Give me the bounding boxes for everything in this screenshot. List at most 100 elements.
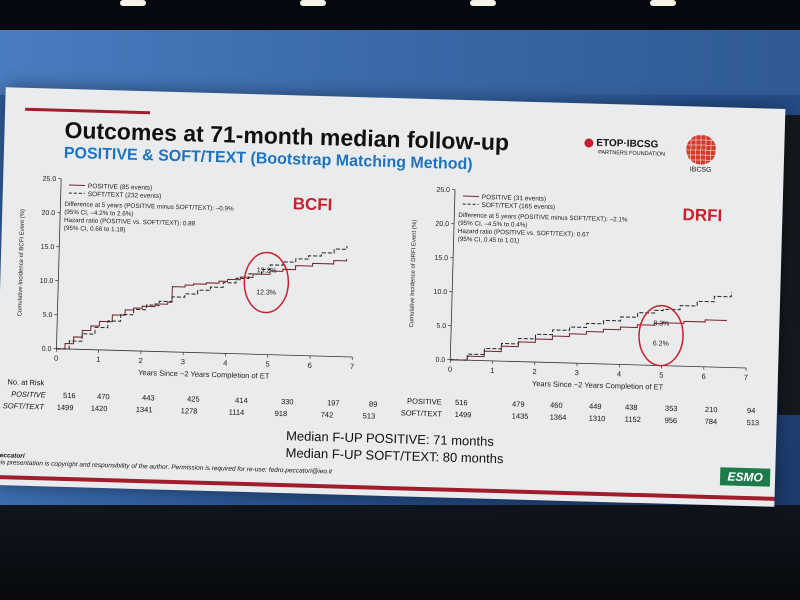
x-tick-label: 4 <box>617 369 621 378</box>
risk-cell: 89 <box>368 399 378 409</box>
x-tick-label: 5 <box>265 360 269 369</box>
x-tick-label: 0 <box>54 354 58 363</box>
risk-cell: 438 <box>624 402 638 412</box>
risk-cell: 1499 <box>56 402 74 413</box>
bcfi-chart-svg: 0.0 5.0 10.0 15.0 20.0 25.0 0 1 2 3 4 5 6 7 Years Sinc… <box>17 176 354 381</box>
risk-cell: 516 <box>62 390 76 401</box>
drfi-chart: 0.0 5.0 10.0 15.0 20.0 25.0 0 1 2 3 4 5 6 7 Years Sinc… <box>399 178 775 403</box>
annotation-text: (95% CI, 0.66 to 1.18) <box>64 225 126 234</box>
risk-cell: 1499 <box>454 409 472 420</box>
y-axis-label: Cumulative Incidence of BCFI Event (%) <box>17 209 26 317</box>
highlight-ellipse <box>638 304 684 367</box>
risk-cell: 1310 <box>588 413 606 424</box>
y-tick-label: 5.0 <box>436 323 446 330</box>
chart-title: DRFI <box>682 205 722 225</box>
risk-cell: 1420 <box>90 403 108 414</box>
risk-cell: 1435 <box>511 411 529 421</box>
risk-cell: 443 <box>141 393 155 403</box>
y-tick-label: 20.0 <box>41 210 55 217</box>
risk-cell: 197 <box>326 398 340 408</box>
etop-logo: ETOP·IBCSG PARTNERS FOUNDATION <box>584 137 666 158</box>
callout-value: 8.3% <box>653 320 669 327</box>
series-line-positive <box>450 319 727 361</box>
risk-right-positive-label: POSITIVE <box>406 396 442 407</box>
risk-cell: 479 <box>511 399 525 409</box>
y-tick-label: 15.0 <box>41 244 55 251</box>
x-axis <box>450 359 747 369</box>
x-tick-label: 0 <box>448 365 452 374</box>
ceiling <box>0 0 800 30</box>
risk-cell: 1152 <box>624 414 641 425</box>
risk-cell: 94 <box>746 406 756 416</box>
risk-cell: 513 <box>746 418 760 428</box>
callout-value: 6.2% <box>653 340 669 347</box>
chart-title: BCFI <box>292 194 332 214</box>
callout-value: 13.2% <box>257 267 277 275</box>
risk-header: No. at Risk <box>7 377 45 388</box>
risk-cell: 353 <box>664 403 678 414</box>
legend-entry: POSITIVE (31 events) <box>482 194 546 203</box>
ibcsg-logo: IBCSG <box>682 134 721 174</box>
risk-left-positive-label: POSITIVE <box>11 389 46 400</box>
risk-cell: 460 <box>549 400 563 410</box>
ceiling-light <box>120 0 146 6</box>
risk-cell: 742 <box>320 410 334 420</box>
etop-logo-icon <box>584 138 594 148</box>
risk-cell: 1114 <box>228 407 245 417</box>
stage-wall-strip <box>0 30 800 95</box>
y-tick-label: 0.0 <box>42 346 52 353</box>
annotation-text: Hazard ratio (POSITIVE vs. SOFT/TEXT): 0… <box>458 228 590 239</box>
x-tick-label: 7 <box>350 362 354 371</box>
annotation-text: Difference at 5 years (POSITIVE minus SO… <box>458 212 628 224</box>
x-tick-label: 1 <box>96 355 100 364</box>
annotation-text: (95% CI, 0.45 to 1.01) <box>458 236 520 245</box>
x-tick-label: 6 <box>701 372 705 381</box>
etop-logo-subtext: PARTNERS FOUNDATION <box>598 149 666 158</box>
side-panel <box>778 115 800 415</box>
y-tick-label: 20.0 <box>435 221 449 228</box>
stage-floor <box>0 505 800 600</box>
esmo-logo: ESMO <box>719 467 771 487</box>
risk-left-softtext-label: SOFT/TEXT <box>2 401 45 412</box>
x-tick-label: 1 <box>490 366 494 375</box>
x-axis-label: Years Since ~2 Years Completion of ET <box>138 368 270 381</box>
x-axis <box>56 348 353 358</box>
y-tick-label: 0.0 <box>435 357 445 364</box>
annotation-text: (95% CI, –4.5% to 0.4%) <box>458 220 527 229</box>
legend-entry: SOFT/TEXT (165 events) <box>481 202 555 211</box>
bcfi-chart: 0.0 5.0 10.0 15.0 20.0 25.0 0 1 2 3 4 5 6 7 Years Sinc… <box>7 167 383 392</box>
risk-cell: 918 <box>274 408 288 419</box>
risk-cell: 956 <box>664 415 678 426</box>
callout-value: 12.3% <box>256 289 276 297</box>
y-axis <box>56 178 62 349</box>
risk-right-softtext-label: SOFT/TEXT <box>400 408 443 419</box>
etop-logo-text: ETOP·IBCSG <box>596 137 659 151</box>
risk-cell: 516 <box>454 397 468 408</box>
footer: Peccatori this presentation is copyright… <box>0 452 332 475</box>
x-tick-label: 3 <box>575 368 579 377</box>
risk-cell: 414 <box>234 395 248 406</box>
y-axis-label: Cumulative Incidence of DRFI Event (%) <box>409 220 418 328</box>
x-tick-label: 7 <box>744 373 748 382</box>
x-tick-label: 2 <box>532 367 536 376</box>
risk-cell: 210 <box>704 404 718 415</box>
series-line-softtext <box>56 245 348 350</box>
legend-entry: POSITIVE (85 events) <box>88 183 152 192</box>
x-tick-label: 2 <box>138 356 142 365</box>
risk-cell: 1278 <box>180 406 198 416</box>
y-tick-label: 10.0 <box>40 278 54 285</box>
top-rule <box>25 107 151 115</box>
risk-cell: 470 <box>96 391 110 402</box>
drfi-chart-svg: 0.0 5.0 10.0 15.0 20.0 25.0 0 1 2 3 4 5 6 7 Years Sinc… <box>409 187 748 392</box>
y-tick-label: 15.0 <box>434 255 448 262</box>
risk-cell: 784 <box>704 416 718 427</box>
x-tick-label: 5 <box>659 371 663 380</box>
ceiling-light <box>470 0 496 6</box>
x-tick-label: 6 <box>308 361 312 370</box>
y-axis <box>449 189 456 360</box>
risk-cell: 330 <box>280 397 294 407</box>
risk-cell: 449 <box>588 401 602 411</box>
risk-cell: 513 <box>362 411 376 421</box>
risk-cell: 1341 <box>135 404 153 415</box>
series-line-softtext <box>450 292 732 361</box>
